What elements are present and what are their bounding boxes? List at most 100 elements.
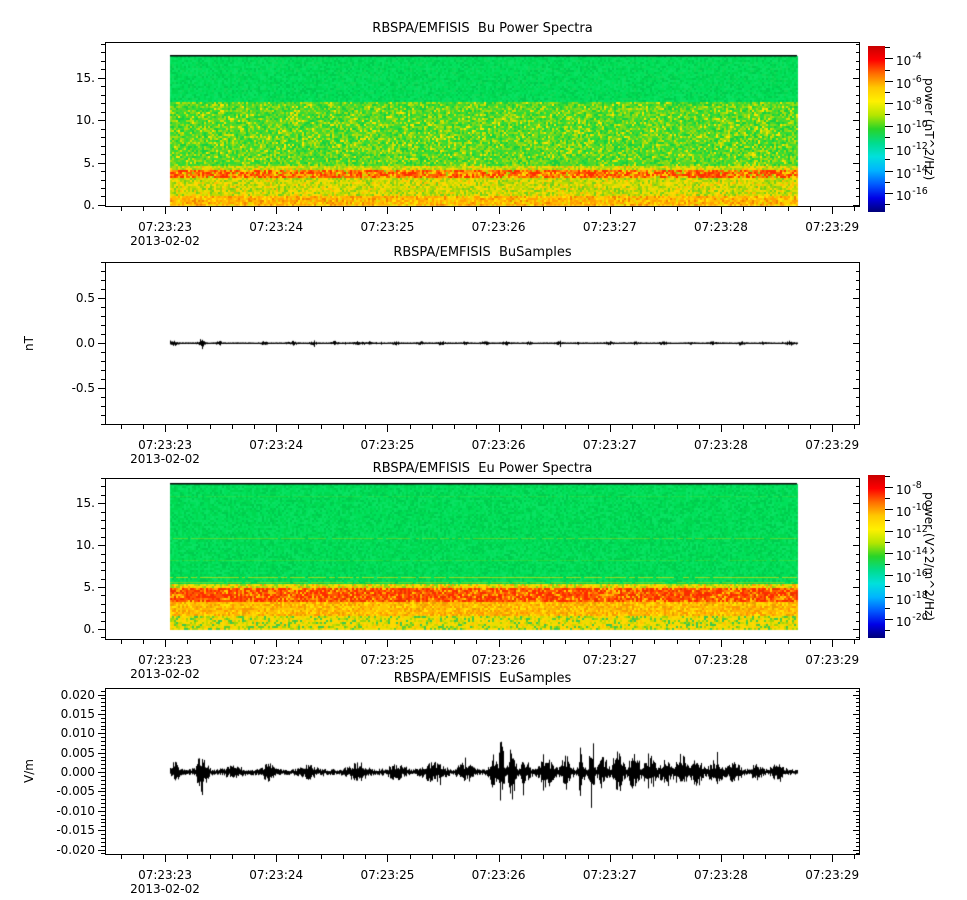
y-minor-tick	[101, 77, 105, 79]
y-minor-tick	[101, 791, 105, 793]
x-minor-tick	[765, 207, 767, 211]
y-minor-tick	[101, 578, 105, 580]
x-minor-tick	[187, 425, 189, 429]
y-minor-tick-right	[856, 578, 860, 580]
colorbar-label-mantissa: 10	[896, 144, 912, 159]
y-minor-tick-right	[856, 595, 860, 597]
x-minor-tick	[543, 640, 545, 644]
y-minor-tick-right	[856, 388, 860, 390]
y-minor-tick-right	[856, 120, 860, 122]
y-tick-label: -0.010	[56, 803, 95, 818]
y-minor-tick-right	[856, 528, 860, 530]
panel-title-bu-samples: RBSPA/EMFISIS BuSamples	[393, 245, 572, 260]
waveform-canvas-bu[interactable]	[105, 262, 860, 425]
x-minor-tick	[276, 207, 278, 211]
x-minor-tick	[543, 207, 545, 211]
colorbar-gradient[interactable]	[868, 475, 885, 638]
x-minor-tick	[721, 855, 722, 859]
x-minor-tick	[431, 207, 433, 211]
y-minor-tick	[101, 424, 105, 426]
x-minor-tick	[743, 207, 745, 211]
y-minor-tick	[101, 545, 105, 547]
x-tick-label: 07:23:23	[138, 868, 192, 882]
x-tick-label: 07:23:29	[805, 653, 860, 667]
colorbar-major-tick	[885, 597, 893, 599]
y-minor-tick	[101, 620, 105, 622]
x-tick-label: 07:23:25	[360, 653, 415, 667]
x-minor-tick	[476, 640, 478, 644]
x-minor-tick	[632, 425, 634, 429]
y-minor-tick-right	[856, 334, 860, 336]
y-tick-label: 15.	[75, 496, 95, 511]
y-minor-tick	[101, 768, 105, 770]
colorbar-major-tick	[885, 58, 893, 60]
y-minor-tick-right	[856, 196, 860, 198]
y-minor-tick	[101, 103, 105, 105]
colorbar-tick-label: 10-12	[896, 139, 928, 159]
colorbar-minor-tick	[885, 586, 890, 588]
y-minor-tick	[101, 637, 105, 639]
y-minor-tick	[101, 289, 105, 291]
x-minor-tick	[809, 640, 811, 644]
y-minor-tick-right	[856, 818, 860, 820]
x-minor-tick	[142, 855, 144, 859]
waveform-canvas-eu[interactable]	[105, 688, 860, 855]
y-minor-tick	[101, 756, 105, 758]
y-minor-tick	[101, 795, 105, 797]
y-minor-tick-right	[856, 406, 860, 408]
y-minor-tick	[101, 729, 105, 731]
x-minor-tick	[209, 855, 211, 859]
x-tick-label: 07:23:26	[471, 438, 526, 452]
y-minor-tick	[101, 316, 105, 318]
x-minor-tick	[431, 855, 433, 859]
x-minor-tick	[743, 855, 745, 859]
spectrogram-canvas-eu[interactable]	[105, 478, 860, 640]
y-minor-tick	[101, 752, 105, 754]
colorbar-major-tick	[885, 170, 893, 172]
x-minor-tick	[565, 640, 567, 644]
colorbar-label-exponent: -14	[912, 546, 928, 558]
x-minor-tick	[387, 640, 389, 644]
y-minor-tick	[101, 702, 105, 704]
colorbar-major-tick	[885, 575, 893, 577]
colorbar-minor-tick	[885, 542, 890, 544]
x-minor-tick	[520, 855, 522, 859]
x-tick-label: 07:23:24	[249, 868, 304, 882]
spectrogram-canvas-bu[interactable]	[105, 42, 860, 207]
x-minor-tick	[187, 640, 189, 644]
y-minor-tick	[101, 406, 105, 408]
y-minor-tick	[101, 120, 105, 122]
x-minor-tick	[476, 855, 478, 859]
x-minor-tick	[187, 207, 189, 211]
y-minor-tick-right	[856, 519, 860, 521]
x-minor-tick	[587, 855, 589, 859]
x-tick-label: 07:23:23	[138, 220, 192, 234]
panel-title-eu-samples: RBSPA/EMFISIS EuSamples	[393, 671, 572, 686]
colorbar-label-mantissa: 10	[896, 571, 912, 586]
y-tick-label: -0.005	[56, 784, 95, 799]
x-tick-label: 07:23:24	[249, 653, 304, 667]
x-minor-tick	[231, 207, 233, 211]
x-minor-tick	[476, 207, 478, 211]
colorbar-gradient[interactable]	[868, 46, 885, 212]
y-minor-tick	[101, 706, 105, 708]
x-minor-tick	[520, 425, 522, 429]
y-minor-tick	[101, 334, 105, 336]
y-minor-tick	[101, 834, 105, 836]
x-minor-tick	[209, 207, 211, 211]
y-minor-tick	[101, 841, 105, 843]
y-minor-tick-right	[856, 620, 860, 622]
y-tick-label: 10.	[75, 538, 95, 553]
x-minor-tick	[209, 425, 211, 429]
colorbar-axis-title: power (nT^2/Hz)	[922, 77, 936, 181]
colorbar-tick-label: 10-8	[896, 478, 922, 497]
x-minor-tick	[276, 425, 278, 429]
x-minor-tick	[832, 855, 834, 859]
y-minor-tick-right	[856, 204, 860, 206]
x-minor-tick	[253, 855, 255, 859]
y-minor-tick-right	[856, 103, 860, 105]
x-minor-tick	[187, 855, 189, 859]
y-minor-tick-right	[856, 307, 860, 309]
y-minor-tick-right	[856, 791, 860, 793]
y-minor-tick-right	[856, 553, 860, 555]
